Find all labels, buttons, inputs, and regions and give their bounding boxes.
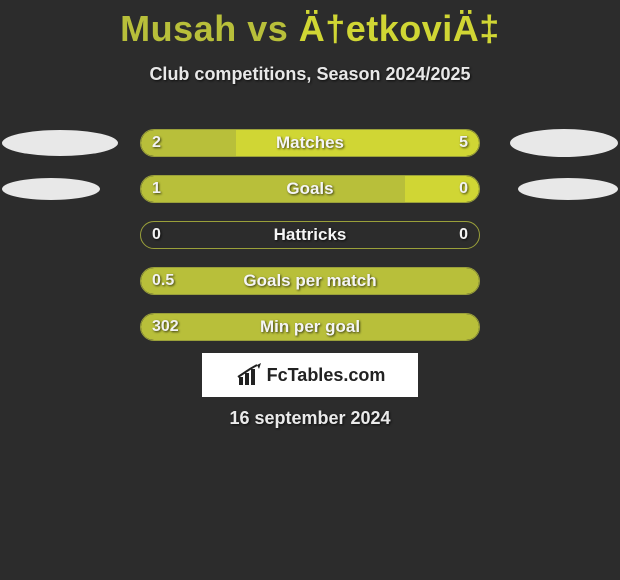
brand-chart-icon <box>235 363 263 387</box>
brand-box[interactable]: FcTables.com <box>202 353 418 397</box>
stat-metric-label: Matches <box>276 133 344 153</box>
date-label: 16 september 2024 <box>0 408 620 429</box>
stat-value-right: 0 <box>459 180 468 198</box>
stat-rows: 2 5 Matches 1 0 Goals 0 0 Hattricks 0.5 Goals per … <box>0 120 620 350</box>
stat-bar-right <box>236 130 479 156</box>
stat-metric-label: Hattricks <box>274 225 347 245</box>
player-right-name: Ä†etkoviÄ‡ <box>299 8 500 49</box>
stat-row: 0.5 Goals per match <box>0 258 620 304</box>
player-right-oval <box>518 178 618 200</box>
brand-text: FcTables.com <box>267 365 386 386</box>
stat-value-right: 5 <box>459 134 468 152</box>
stat-metric-label: Goals <box>286 179 333 199</box>
stat-value-left: 302 <box>152 318 179 336</box>
stat-metric-label: Goals per match <box>243 271 376 291</box>
player-left-oval <box>2 130 118 156</box>
player-right-oval <box>510 129 618 157</box>
stat-value-left: 0 <box>152 226 161 244</box>
page-title: Musah vs Ä†etkoviÄ‡ <box>0 0 620 50</box>
stat-row: 302 Min per goal <box>0 304 620 350</box>
stat-value-left: 1 <box>152 180 161 198</box>
stat-bar-left <box>141 176 405 202</box>
subtitle: Club competitions, Season 2024/2025 <box>0 64 620 85</box>
stat-value-left: 2 <box>152 134 161 152</box>
player-left-name: Musah <box>120 8 237 49</box>
comparison-widget: Musah vs Ä†etkoviÄ‡ Club competitions, S… <box>0 0 620 580</box>
stat-row: 0 0 Hattricks <box>0 212 620 258</box>
stat-row: 2 5 Matches <box>0 120 620 166</box>
player-left-oval <box>2 178 100 200</box>
stat-metric-label: Min per goal <box>260 317 360 337</box>
stat-value-right: 0 <box>459 226 468 244</box>
stat-value-left: 0.5 <box>152 272 174 290</box>
stat-row: 1 0 Goals <box>0 166 620 212</box>
title-vs: vs <box>237 8 299 49</box>
